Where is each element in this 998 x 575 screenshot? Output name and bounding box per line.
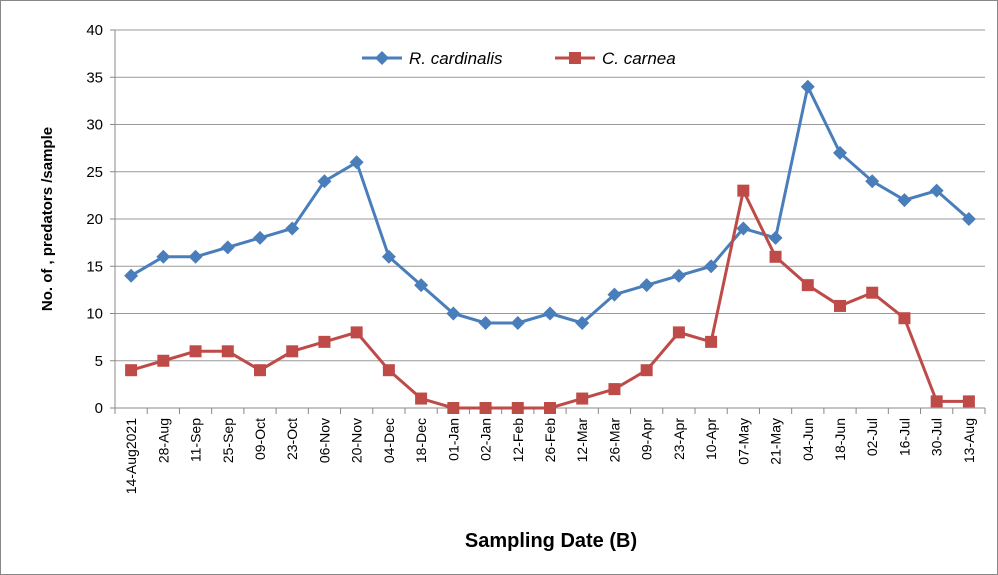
data-point [865,174,880,189]
y-tick-label: 20 [86,211,103,228]
x-tick-label: 12-Mar [574,418,590,463]
data-point [639,278,654,293]
y-tick-label: 35 [86,69,103,86]
data-point [576,392,589,405]
x-tick-label: 14-Aug2021 [123,418,139,495]
y-tick-label: 40 [86,22,103,39]
data-point [737,184,750,197]
data-point [607,287,622,302]
data-point [446,306,461,321]
data-point [317,174,332,189]
y-tick-label: 0 [95,400,103,417]
y-tick-label: 30 [86,117,103,134]
data-point [511,402,524,414]
x-tick-label: 04-Dec [381,418,397,463]
data-point [575,315,590,330]
data-point [414,278,429,293]
data-point [834,299,846,312]
x-tick-label: 02-Jul [864,418,880,456]
data-point [254,364,266,377]
x-tick-label: 04-Jun [800,418,816,461]
x-tick-label: 11-Sep [188,418,204,462]
data-point [375,51,389,65]
x-tick-label: 01-Jan [445,418,461,461]
x-tick-label: 20-Nov [349,418,365,463]
y-axis-title: No. of , predators /sample [39,127,56,311]
x-tick-label: 12-Feb [510,418,526,463]
x-tick-label: 23-Oct [284,418,300,460]
y-tick-label: 15 [86,258,103,275]
data-point [447,402,460,414]
x-tick-label: 25-Sep [220,418,236,463]
data-point [510,315,525,330]
data-point [544,402,556,414]
data-point [898,312,911,325]
data-point [672,326,685,339]
y-tick-label: 10 [86,306,103,323]
data-point [285,221,300,236]
data-point [382,364,395,377]
x-tick-label: 16-Jul [896,418,912,456]
x-tick-label: 21-May [768,418,784,465]
data-point [156,249,171,264]
data-point [220,240,235,255]
data-point [350,326,363,339]
data-point [124,268,139,283]
data-point [640,364,653,377]
x-tick-label: 09-Apr [639,418,655,460]
x-tick-label: 30-Jul [929,418,945,456]
data-point [961,212,976,226]
x-tick-label: 23-Apr [671,418,687,460]
data-point [349,155,364,170]
data-point [188,249,203,264]
x-tick-label: 02-Jan [478,418,494,461]
x-tick-label: 10-Apr [703,418,719,460]
data-point [801,279,814,292]
data-point [705,335,718,348]
data-point [415,392,428,405]
x-tick-label: 06-Nov [316,418,332,463]
data-point [929,183,944,198]
x-tick-label: 09-Oct [252,418,268,460]
x-axis-title: Sampling Date (B) [465,530,637,552]
data-point [157,354,170,367]
data-point [125,364,138,377]
data-point [800,79,815,94]
data-point [704,259,719,274]
data-point [479,402,492,414]
data-point [569,52,581,64]
legend-label: R. cardinalis [409,49,503,68]
data-point [318,335,331,348]
data-point [930,395,943,408]
data-point [189,345,202,358]
data-point [286,345,299,358]
data-point [769,250,782,263]
data-point [478,315,493,330]
data-point [962,395,975,408]
y-tick-label: 5 [95,353,103,370]
y-tick-label: 25 [86,164,103,181]
legend-label: C. carnea [602,49,676,68]
data-point [897,193,912,208]
data-point [381,249,396,264]
data-point [608,383,621,396]
data-point [833,145,847,160]
data-point [866,286,879,299]
data-point [768,230,783,245]
x-tick-label: 13-Aug [961,418,977,463]
x-tick-label: 18-Dec [413,418,429,463]
data-point [736,221,751,236]
data-point [253,230,267,245]
x-tick-label: 28-Aug [155,418,171,463]
data-point [671,268,686,283]
x-tick-label: 07-May [735,418,751,465]
x-tick-label: 26-Feb [542,418,558,463]
data-point [221,345,234,358]
data-point [543,306,557,321]
x-tick-label: 18-Jun [832,418,848,461]
x-tick-label: 26-Mar [606,418,622,463]
